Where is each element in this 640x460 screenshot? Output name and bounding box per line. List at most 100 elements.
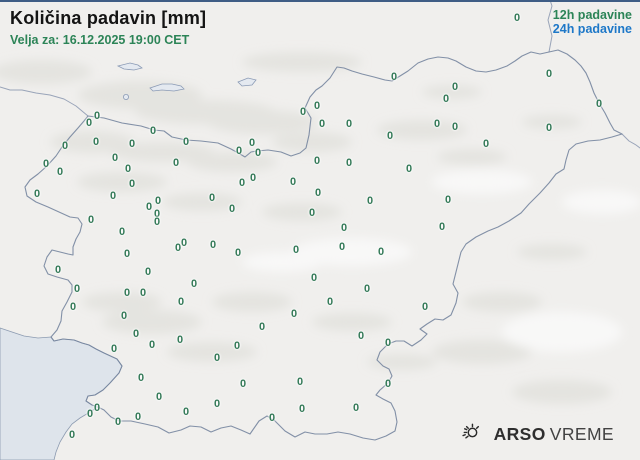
station-value: 0	[148, 339, 156, 351]
station-value: 0	[118, 226, 126, 238]
station-value: 0	[421, 301, 429, 313]
station-value: 0	[86, 408, 94, 420]
valid-time-label: Velja za: 16.12.2025 19:00 CET	[10, 33, 190, 47]
station-value: 0	[154, 195, 162, 207]
station-value: 0	[313, 100, 321, 112]
station-value: 0	[318, 118, 326, 130]
station-value: 0	[172, 157, 180, 169]
station-value: 0	[182, 136, 190, 148]
station-value: 0	[93, 402, 101, 414]
station-value: 0	[595, 98, 603, 110]
station-value: 0	[513, 12, 521, 24]
station-value: 0	[239, 378, 247, 390]
station-value: 0	[213, 352, 221, 364]
neighbour-borders	[0, 0, 640, 149]
station-value: 0	[254, 147, 262, 159]
station-value: 0	[438, 221, 446, 233]
station-value: 0	[56, 166, 64, 178]
station-value: 0	[442, 93, 450, 105]
station-value: 0	[405, 163, 413, 175]
station-value: 0	[249, 172, 257, 184]
station-value: 0	[128, 178, 136, 190]
station-value: 0	[134, 411, 142, 423]
station-value: 0	[120, 310, 128, 322]
station-value: 0	[153, 208, 161, 220]
station-value: 0	[124, 163, 132, 175]
station-value: 0	[451, 81, 459, 93]
station-value: 0	[296, 376, 304, 388]
station-value: 0	[153, 216, 161, 228]
station-value: 0	[451, 121, 459, 133]
station-value: 0	[114, 416, 122, 428]
station-value: 0	[139, 287, 147, 299]
station-value: 0	[248, 137, 256, 149]
station-value: 0	[42, 158, 50, 170]
station-value: 0	[176, 334, 184, 346]
top-border-line	[0, 0, 640, 2]
station-value: 0	[228, 203, 236, 215]
arso-vreme-logo: ARSO VREME	[460, 420, 614, 448]
station-value: 0	[73, 283, 81, 295]
station-value: 0	[545, 122, 553, 134]
station-value: 0	[357, 330, 365, 342]
station-value: 0	[182, 406, 190, 418]
station-value: 0	[61, 140, 69, 152]
station-value: 0	[111, 152, 119, 164]
station-value: 0	[69, 301, 77, 313]
station-value: 0	[390, 71, 398, 83]
station-value: 0	[377, 246, 385, 258]
station-value: 0	[144, 266, 152, 278]
legend-item-12h-padavine[interactable]: 12h padavine	[552, 8, 632, 22]
station-value: 0	[137, 372, 145, 384]
station-value: 0	[238, 177, 246, 189]
station-value: 0	[308, 207, 316, 219]
station-value: 0	[384, 337, 392, 349]
station-value: 0	[123, 287, 131, 299]
station-value: 0	[258, 321, 266, 333]
map-header: Količina padavin [mm] Velja za: 16.12.20…	[10, 8, 206, 47]
station-value: 0	[68, 429, 76, 441]
station-value: 0	[313, 155, 321, 167]
station-value: 0	[545, 68, 553, 80]
logo-vreme: VREME	[549, 423, 614, 444]
terrain-shading	[0, 52, 640, 404]
station-value: 0	[299, 106, 307, 118]
station-value: 0	[233, 340, 241, 352]
station-value: 0	[482, 138, 490, 150]
station-value: 0	[208, 192, 216, 204]
lakes	[116, 62, 257, 101]
slovenia-border	[24, 49, 623, 441]
station-value: 0	[363, 283, 371, 295]
station-value: 0	[384, 378, 392, 390]
station-value: 0	[340, 222, 348, 234]
station-value: 0	[314, 187, 322, 199]
layer-legend: 12h padavine 24h padavine	[553, 8, 632, 36]
station-value: 0	[87, 214, 95, 226]
station-value: 0	[326, 296, 334, 308]
station-value: 0	[289, 176, 297, 188]
station-value: 0	[128, 138, 136, 150]
station-value: 0	[85, 117, 93, 129]
station-value: 0	[386, 130, 394, 142]
page-title: Količina padavin [mm]	[10, 8, 207, 28]
station-value: 0	[209, 239, 217, 251]
station-value: 0	[174, 242, 182, 254]
station-value: 0	[345, 157, 353, 169]
station-value: 0	[366, 195, 374, 207]
station-value: 0	[149, 125, 157, 137]
station-value: 0	[310, 272, 318, 284]
station-value: 0	[132, 328, 140, 340]
station-value: 0	[123, 248, 131, 260]
station-value: 0	[180, 237, 188, 249]
station-value: 0	[54, 264, 62, 276]
station-value: 0	[145, 201, 153, 213]
sun-icon	[460, 420, 483, 448]
logo-text: ARSO VREME	[494, 424, 614, 445]
station-value: 0	[290, 308, 298, 320]
logo-arso: ARSO	[493, 423, 546, 444]
station-value: 0	[298, 403, 306, 415]
legend-item-24h-padavine[interactable]: 24h padavine	[552, 22, 632, 36]
station-value: 0	[234, 247, 242, 259]
